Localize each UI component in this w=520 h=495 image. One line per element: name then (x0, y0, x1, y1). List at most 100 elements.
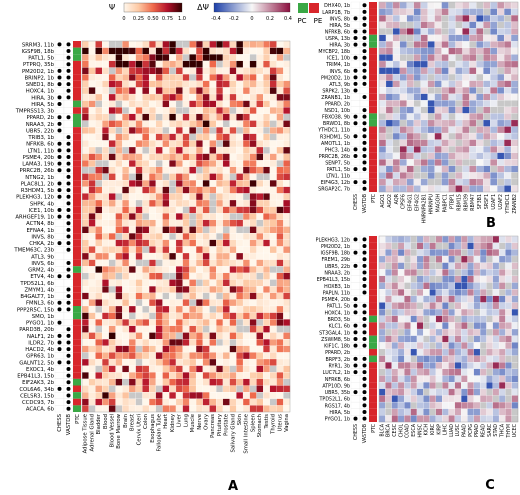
heatmap-cell (182, 365, 190, 373)
heatmap-cell (229, 378, 237, 386)
row-label: PPARD, 2b (325, 350, 350, 356)
heatmap-cell (283, 127, 291, 135)
heatmap-cell (429, 375, 437, 383)
heatmap-cell (378, 408, 386, 416)
heatmap-cell (473, 342, 481, 350)
heatmap-cell (88, 80, 96, 88)
heatmap-cell (128, 219, 137, 227)
heatmap-cell (162, 54, 170, 62)
pe-class-cell (369, 236, 377, 243)
row-label: BRINP2, 1b (24, 75, 54, 81)
heatmap-cell (195, 239, 204, 247)
vastdb-dot (66, 360, 71, 365)
chess-dot (353, 16, 358, 21)
heatmap-cell (404, 302, 411, 310)
heatmap-cell (510, 28, 519, 36)
heatmap-cell (108, 186, 116, 194)
heatmap-cell (269, 146, 277, 154)
heatmap-cell (202, 312, 210, 320)
heatmap-cell (148, 74, 157, 82)
heatmap-cell (498, 315, 506, 323)
heatmap-cell (462, 185, 470, 193)
heatmap-cell (263, 153, 271, 161)
heatmap-cell (195, 252, 204, 260)
heatmap-cell (410, 328, 418, 336)
heatmap-cell (469, 1, 477, 9)
vastdb-dot (362, 68, 367, 73)
heatmap-cell (148, 272, 157, 280)
heatmap-cell (195, 398, 204, 406)
heatmap-cell (249, 358, 257, 366)
heatmap-cell (490, 54, 498, 62)
heatmap-cell (122, 339, 130, 347)
pe-class-cell (369, 100, 377, 107)
heatmap-cell (441, 178, 449, 186)
heatmap-cell (378, 165, 387, 173)
heatmap-cell (162, 219, 170, 227)
heatmap-cell (448, 34, 456, 42)
heatmap-cell (479, 355, 487, 363)
heatmap-cell (135, 180, 143, 188)
heatmap-cell (256, 378, 264, 386)
pe-class-cell (369, 74, 377, 81)
chess-cell (54, 107, 65, 114)
heatmap-cell (461, 395, 468, 403)
heatmap-cell (467, 328, 475, 336)
heatmap-cell (448, 67, 456, 75)
heatmap-cell (135, 133, 143, 141)
heatmap-cell (256, 339, 264, 347)
heatmap-cell (498, 375, 506, 383)
heatmap-cell (249, 259, 257, 267)
row-label: HIRA, 5b (31, 102, 54, 108)
heatmap-cell (476, 165, 484, 173)
heatmap-cell (263, 286, 271, 294)
heatmap-cell (182, 233, 190, 241)
heatmap-cell (189, 233, 197, 241)
heatmap-cell (503, 159, 512, 167)
heatmap-cell (404, 382, 411, 390)
heatmap-cell (479, 342, 487, 350)
heatmap-cell (427, 172, 435, 180)
column-label: BLCA (379, 423, 385, 436)
heatmap-cell (427, 113, 435, 121)
heatmap-cell (503, 132, 512, 140)
heatmap-cell (95, 272, 103, 280)
heatmap-cell (385, 275, 392, 283)
heatmap-cell (81, 272, 90, 280)
heatmap-cell (229, 153, 237, 161)
heatmap-cell (413, 100, 422, 108)
heatmap-cell (148, 153, 157, 161)
heatmap-cell (427, 41, 435, 49)
heatmap-cell (283, 107, 291, 115)
heatmap-cell (469, 41, 477, 49)
row-label: PSME4, 20b (322, 297, 350, 303)
heatmap-cell (442, 382, 449, 390)
heatmap-cell (413, 47, 422, 55)
heatmap-cell (128, 279, 137, 287)
heatmap-cell (469, 80, 477, 88)
pe-swatch (309, 3, 319, 13)
chess-cell (54, 365, 65, 373)
heatmap-cell (479, 302, 487, 310)
heatmap-cell (455, 119, 463, 127)
chess-cell (54, 87, 65, 95)
heatmap-cell (182, 67, 190, 75)
heatmap-cell (229, 127, 237, 135)
heatmap-cell (378, 34, 387, 42)
column-label: Uterus (277, 414, 283, 432)
heatmap-cell (222, 286, 230, 294)
heatmap-cell (216, 325, 224, 333)
heatmap-cell (216, 405, 224, 413)
heatmap-cell (490, 14, 498, 22)
heatmap-cell (102, 292, 110, 300)
heatmap-cell (162, 186, 170, 194)
heatmap-cell (202, 345, 210, 353)
heatmap-cell (209, 40, 217, 48)
heatmap-cell (102, 140, 110, 148)
column-label: KIRP (436, 424, 442, 435)
heatmap-cell (195, 372, 204, 380)
heatmap-cell (406, 146, 415, 154)
heatmap-cell (108, 93, 116, 101)
heatmap-cell (497, 21, 505, 29)
heatmap-cell (269, 332, 277, 340)
